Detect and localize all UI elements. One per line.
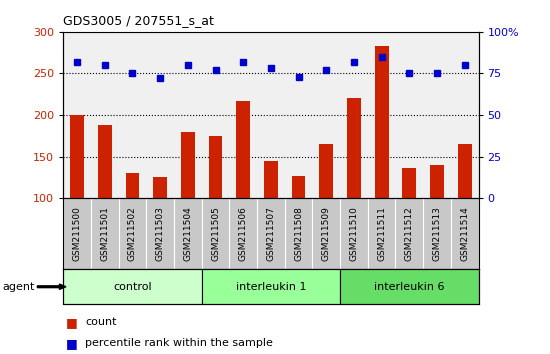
Bar <box>153 177 167 198</box>
Text: GSM211505: GSM211505 <box>211 206 220 261</box>
Text: GSM211502: GSM211502 <box>128 206 137 261</box>
Bar <box>458 144 471 198</box>
Bar <box>208 136 222 198</box>
Text: control: control <box>113 282 152 292</box>
Bar <box>236 101 250 198</box>
Text: GSM211501: GSM211501 <box>100 206 109 261</box>
Bar <box>403 168 416 198</box>
Bar <box>98 125 112 198</box>
Text: GSM211511: GSM211511 <box>377 206 386 261</box>
Text: interleukin 1: interleukin 1 <box>235 282 306 292</box>
Bar <box>63 269 202 304</box>
Text: GSM211500: GSM211500 <box>73 206 81 261</box>
Bar <box>292 176 305 198</box>
Text: GSM211513: GSM211513 <box>432 206 442 261</box>
Text: GSM211506: GSM211506 <box>239 206 248 261</box>
Bar <box>181 132 195 198</box>
Bar <box>347 98 361 198</box>
Text: GSM211503: GSM211503 <box>156 206 164 261</box>
Text: GSM211507: GSM211507 <box>266 206 276 261</box>
Text: agent: agent <box>3 282 35 292</box>
Bar <box>320 144 333 198</box>
Text: GSM211508: GSM211508 <box>294 206 303 261</box>
Text: GSM211514: GSM211514 <box>460 206 469 261</box>
Text: ■: ■ <box>66 337 78 350</box>
Bar <box>202 269 340 304</box>
Bar <box>375 46 388 198</box>
Text: count: count <box>85 317 117 327</box>
Bar <box>430 165 444 198</box>
Text: GSM211510: GSM211510 <box>349 206 359 261</box>
Text: ■: ■ <box>66 316 78 329</box>
Bar <box>70 115 84 198</box>
Bar <box>125 173 139 198</box>
Text: GSM211504: GSM211504 <box>183 206 192 261</box>
Bar <box>340 269 478 304</box>
Text: percentile rank within the sample: percentile rank within the sample <box>85 338 273 348</box>
Text: GDS3005 / 207551_s_at: GDS3005 / 207551_s_at <box>63 14 214 27</box>
Text: GSM211512: GSM211512 <box>405 206 414 261</box>
Text: GSM211509: GSM211509 <box>322 206 331 261</box>
Text: interleukin 6: interleukin 6 <box>374 282 444 292</box>
Bar <box>264 161 278 198</box>
